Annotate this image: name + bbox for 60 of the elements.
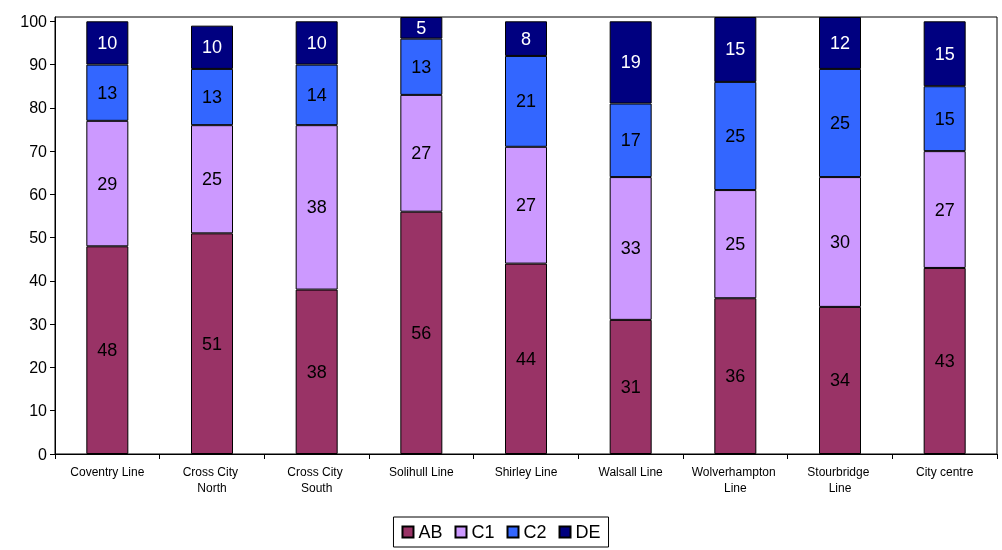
data-label: 30 bbox=[829, 231, 851, 252]
x-tick-label: Walsall Line bbox=[598, 465, 664, 479]
data-label: 27 bbox=[515, 195, 537, 216]
data-label: 17 bbox=[620, 130, 641, 151]
data-label: 8 bbox=[520, 28, 532, 49]
data-label: 38 bbox=[306, 361, 327, 382]
data-label: 15 bbox=[934, 43, 955, 64]
y-tick-label: 100 bbox=[20, 12, 48, 30]
data-label: 13 bbox=[97, 82, 118, 103]
y-tick-label: 90 bbox=[29, 56, 48, 74]
data-label: 27 bbox=[934, 199, 955, 220]
data-label: 56 bbox=[411, 322, 432, 343]
y-tick-label: 20 bbox=[29, 358, 48, 376]
data-label: 43 bbox=[934, 350, 955, 371]
x-tick-label: Wolverhampton Line bbox=[691, 465, 779, 495]
y-tick-label: 70 bbox=[29, 142, 48, 160]
data-label: 44 bbox=[515, 348, 537, 369]
y-tick-label: 10 bbox=[29, 402, 48, 420]
y-tick-label: 40 bbox=[29, 272, 48, 290]
data-label: 10 bbox=[201, 37, 223, 58]
data-label: 19 bbox=[620, 52, 641, 73]
data-label: 10 bbox=[306, 32, 327, 53]
x-tick-label: Stourbridge Line bbox=[807, 465, 873, 495]
y-tick-label: 0 bbox=[38, 445, 48, 463]
data-label: 15 bbox=[934, 108, 955, 129]
y-tick-label: 60 bbox=[29, 185, 48, 203]
data-label: 13 bbox=[411, 56, 432, 77]
data-label: 12 bbox=[829, 32, 851, 53]
x-tick-label: Shirley Line bbox=[494, 465, 558, 479]
legend-label: AB bbox=[418, 522, 443, 542]
data-label: 13 bbox=[201, 87, 223, 108]
data-label: 27 bbox=[411, 143, 432, 164]
x-tick-label: City centre bbox=[915, 465, 974, 479]
legend-label: C1 bbox=[471, 522, 495, 542]
y-tick-label: 30 bbox=[29, 315, 48, 333]
x-tick-label: Cross City North bbox=[182, 465, 242, 495]
y-tick-label: 50 bbox=[29, 229, 48, 247]
data-label: 31 bbox=[620, 376, 641, 397]
data-label: 15 bbox=[725, 39, 746, 60]
data-label: 25 bbox=[725, 125, 746, 146]
legend-label: C2 bbox=[523, 522, 547, 542]
y-tick-label: 80 bbox=[29, 99, 48, 117]
data-label: 25 bbox=[829, 113, 851, 134]
x-tick-label: Coventry Line bbox=[70, 465, 145, 479]
data-label: 25 bbox=[725, 234, 746, 255]
legend-label: DE bbox=[575, 522, 601, 542]
x-tick-label: Cross City South bbox=[287, 465, 346, 495]
data-label: 34 bbox=[829, 370, 851, 391]
data-label: 33 bbox=[620, 238, 641, 259]
data-label: 21 bbox=[515, 91, 537, 112]
data-label: 29 bbox=[97, 173, 118, 194]
data-label: 48 bbox=[97, 340, 118, 361]
data-label: 51 bbox=[201, 333, 223, 354]
data-label: 10 bbox=[97, 32, 118, 53]
data-label: 25 bbox=[201, 169, 223, 190]
data-label: 36 bbox=[725, 366, 746, 387]
data-label: 5 bbox=[416, 17, 427, 38]
x-tick-label: Solihull Line bbox=[388, 465, 455, 479]
data-label: 38 bbox=[306, 197, 327, 218]
data-label: 14 bbox=[306, 84, 327, 105]
